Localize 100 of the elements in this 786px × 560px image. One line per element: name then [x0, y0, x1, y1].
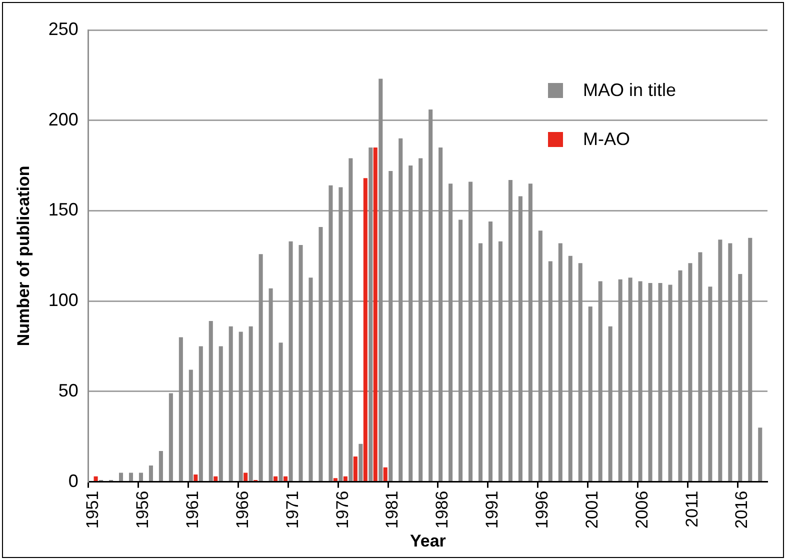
bar — [658, 283, 662, 482]
bar — [328, 185, 333, 482]
bar — [638, 281, 642, 482]
y-tick-label: 50 — [58, 380, 78, 400]
bar — [238, 332, 243, 482]
bar — [388, 170, 393, 482]
bar — [383, 467, 388, 482]
x-tick-label: 1971 — [282, 490, 302, 529]
bar — [178, 337, 183, 482]
x-tick-label: 1976 — [332, 490, 352, 529]
bar — [198, 346, 203, 482]
bar — [188, 370, 193, 482]
bar — [438, 147, 443, 482]
bar — [588, 306, 592, 482]
bar — [548, 261, 552, 482]
bar — [148, 466, 153, 482]
bar — [538, 230, 542, 482]
bar — [428, 110, 433, 482]
x-tick-label: 1981 — [382, 490, 402, 529]
bar — [168, 393, 173, 482]
bar — [284, 476, 288, 482]
bar — [668, 284, 672, 482]
bar — [278, 342, 283, 482]
bar — [718, 240, 722, 482]
bar — [298, 245, 303, 482]
bar — [418, 158, 423, 482]
bar — [158, 451, 163, 482]
bar — [218, 346, 223, 482]
bar — [748, 238, 752, 482]
bar — [498, 241, 502, 482]
legend-label: MAO in title — [582, 80, 676, 101]
bar — [348, 158, 353, 482]
bar — [728, 243, 732, 482]
bar — [308, 278, 313, 482]
bar — [608, 326, 612, 482]
bar — [258, 254, 263, 482]
x-tick-label: 1991 — [482, 490, 502, 529]
x-tick-label: 1961 — [182, 490, 202, 529]
bar — [558, 243, 562, 482]
bar — [373, 147, 378, 482]
bar — [274, 476, 278, 482]
bar — [138, 472, 143, 482]
bar — [268, 288, 273, 482]
bar — [208, 320, 213, 482]
x-tick-label: 2011 — [682, 490, 702, 528]
bar — [698, 252, 702, 482]
bar — [708, 286, 712, 482]
bar — [618, 279, 622, 482]
bar — [508, 180, 512, 482]
y-tick-label: 0 — [68, 470, 78, 491]
bar — [128, 472, 134, 482]
x-axis-title: Year — [410, 531, 446, 550]
bar — [488, 222, 493, 482]
bar — [648, 283, 652, 482]
bar — [398, 138, 403, 482]
legend-label: M-AO — [582, 129, 630, 150]
x-tick-label: 1951 — [83, 490, 102, 529]
y-axis-title: Number of publication — [14, 166, 33, 346]
bar — [528, 184, 532, 482]
bar — [333, 478, 338, 482]
bar — [378, 78, 383, 482]
bar — [408, 166, 413, 482]
x-tick-label: 2001 — [582, 490, 602, 529]
bar — [353, 456, 358, 482]
bar — [228, 326, 233, 482]
bar — [738, 274, 742, 482]
bar — [688, 263, 692, 482]
bar — [363, 178, 368, 482]
bar — [458, 220, 463, 482]
x-tick-label: 1996 — [532, 490, 552, 529]
bar — [448, 184, 453, 482]
bar — [578, 263, 582, 482]
bar — [194, 474, 198, 482]
bar — [343, 476, 348, 482]
x-tick-label: 1956 — [133, 490, 152, 529]
bar — [478, 243, 483, 482]
x-tick-label: 2016 — [732, 490, 752, 529]
y-tick-label: 200 — [48, 109, 78, 130]
y-tick-label: 250 — [48, 18, 78, 39]
y-tick-label: 100 — [48, 290, 78, 310]
bar — [468, 182, 473, 482]
bar — [518, 196, 522, 482]
bar — [598, 281, 602, 482]
x-tick-label: 1986 — [432, 490, 452, 529]
y-tick-label: 150 — [48, 200, 78, 220]
bar — [94, 476, 98, 482]
bar — [568, 256, 572, 482]
bar — [368, 147, 373, 482]
bar — [358, 444, 363, 482]
x-tick-label: 2006 — [632, 490, 652, 529]
bar — [244, 472, 248, 482]
bar — [318, 226, 323, 482]
bar — [758, 428, 762, 482]
bar — [678, 270, 682, 482]
bar — [214, 476, 218, 482]
bar — [248, 326, 253, 482]
bar — [288, 241, 293, 482]
bar — [118, 472, 124, 482]
bar — [628, 278, 632, 482]
x-tick-label: 1966 — [232, 490, 252, 529]
